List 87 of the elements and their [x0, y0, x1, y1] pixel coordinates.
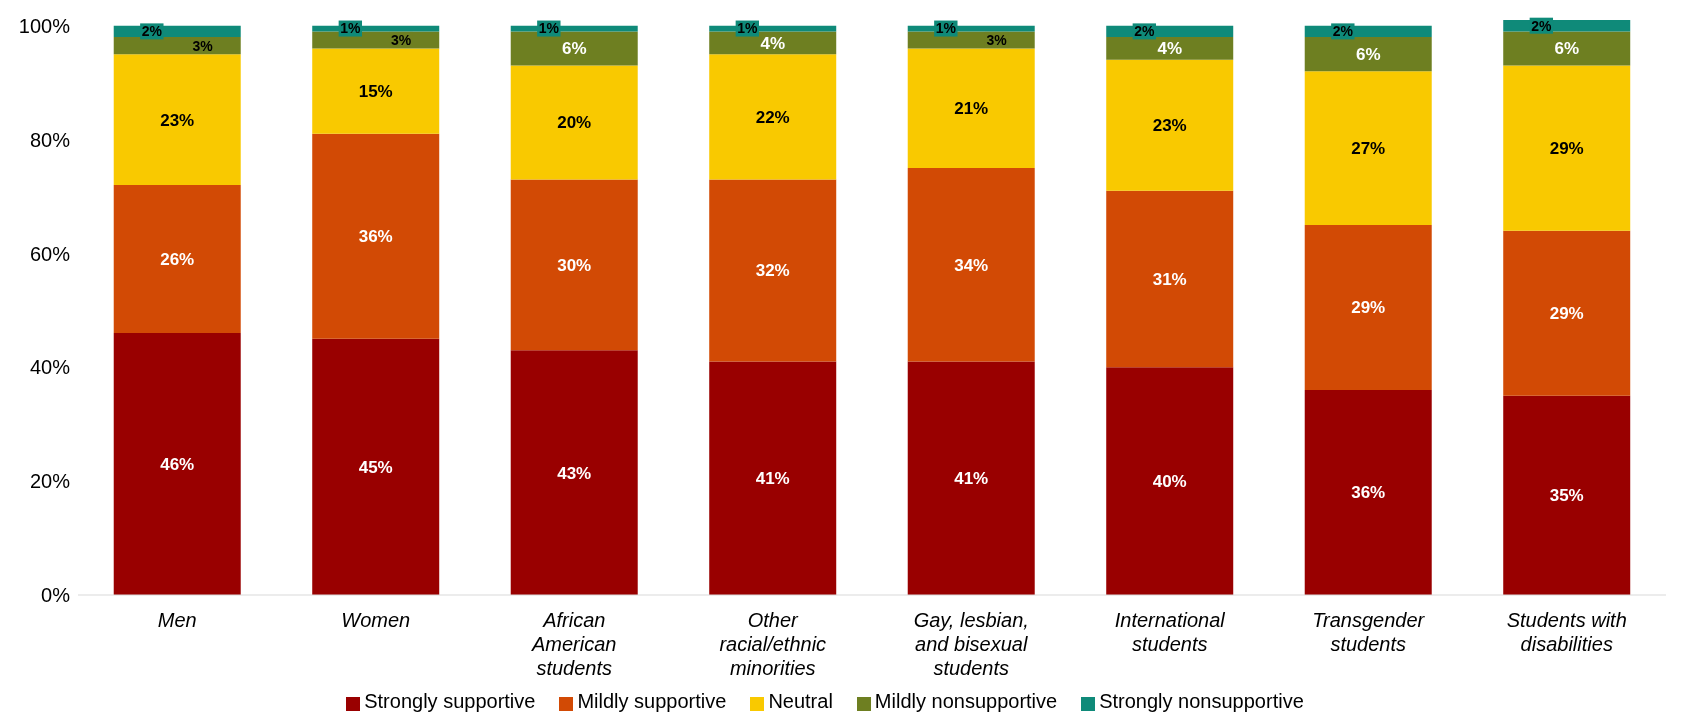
bar: [907, 168, 1035, 362]
data-label: 36%: [358, 227, 393, 247]
x-tick-label: Gay, lesbian, and bisexual students: [913, 609, 1029, 679]
data-label: 1%: [935, 20, 957, 37]
bar: [1106, 59, 1234, 191]
data-label: 45%: [358, 457, 393, 477]
data-label: 29%: [1549, 304, 1584, 324]
data-label: 34%: [954, 255, 989, 275]
data-label: 2%: [1134, 23, 1155, 40]
bar: [709, 179, 837, 362]
y-tick-label: 40%: [29, 356, 71, 379]
data-label: 27%: [1351, 139, 1386, 159]
x-tick-label: Students with disabilities: [1506, 609, 1627, 655]
data-label: 1%: [538, 20, 560, 37]
bar: [510, 65, 638, 180]
bar: [1304, 37, 1432, 72]
bar: [510, 350, 638, 595]
data-label: 46%: [160, 455, 195, 475]
data-label: 22%: [755, 107, 790, 127]
data-label: 6%: [1355, 45, 1381, 65]
data-label: 21%: [954, 99, 989, 119]
y-tick-label: 80%: [29, 128, 71, 151]
x-tick-label: Women: [341, 609, 411, 631]
data-label: 23%: [160, 110, 195, 130]
y-tick-label: 100%: [18, 14, 71, 37]
x-tick-label: Men: [157, 609, 197, 631]
legend-label: Neutral: [768, 690, 833, 712]
y-tick-label: 0%: [41, 584, 71, 607]
y-tick-label: 60%: [29, 242, 71, 265]
data-label: 2%: [141, 23, 163, 40]
bar: [312, 133, 440, 339]
data-label: 41%: [755, 469, 790, 489]
data-label: 35%: [1549, 486, 1584, 506]
bar: [1106, 190, 1234, 368]
data-label: 2%: [1531, 17, 1552, 34]
bar: [709, 54, 837, 180]
bar: [1304, 71, 1432, 225]
data-label: 1%: [340, 20, 361, 37]
bar: [709, 361, 837, 595]
data-label: 40%: [1152, 472, 1187, 492]
data-label: 23%: [1152, 116, 1187, 136]
bar: [907, 361, 1035, 595]
bar: [1503, 395, 1631, 595]
legend-label: Strongly nonsupportive: [1099, 690, 1304, 712]
data-label: 4%: [760, 33, 786, 53]
data-label: 30%: [557, 255, 592, 275]
bar: [1503, 31, 1631, 66]
data-label: 6%: [561, 39, 587, 59]
bar: [1304, 224, 1432, 391]
data-label: 43%: [557, 463, 592, 483]
x-tick-label: African American students: [531, 609, 617, 679]
bar: [1503, 65, 1631, 231]
data-label: 6%: [1554, 39, 1580, 59]
x-tick-label: Transgender students: [1312, 609, 1426, 655]
bar: [312, 48, 440, 134]
data-label: 15%: [358, 82, 393, 102]
bar: [1304, 390, 1432, 595]
bar: [113, 333, 241, 595]
data-label: 31%: [1152, 269, 1187, 289]
data-label: 3%: [986, 31, 1008, 48]
data-label: 32%: [755, 261, 790, 281]
bar: [510, 179, 638, 351]
bar: [1106, 367, 1234, 595]
bar: [113, 185, 241, 334]
data-label: 20%: [557, 113, 592, 133]
bar: [1106, 37, 1234, 60]
x-tick-label: Other racial/ethnic minorities: [719, 609, 827, 679]
legend-label: Mildly nonsupportive: [874, 690, 1058, 712]
data-label: 4%: [1157, 39, 1183, 59]
data-label: 3%: [192, 37, 214, 54]
legend-label: Mildly supportive: [577, 690, 727, 712]
bar: [113, 54, 241, 186]
data-label: 26%: [160, 250, 195, 270]
data-label: 2%: [1332, 23, 1354, 40]
x-tick-label: International students: [1114, 609, 1226, 655]
data-label: 41%: [954, 469, 989, 489]
data-label: 29%: [1549, 139, 1584, 159]
bar: [510, 31, 638, 66]
data-label: 1%: [737, 20, 758, 37]
y-tick-label: 20%: [29, 470, 71, 493]
data-label: 36%: [1351, 483, 1386, 503]
data-label: 3%: [391, 31, 412, 48]
bar: [907, 48, 1035, 169]
data-label: 29%: [1351, 298, 1386, 318]
bar: [1503, 230, 1631, 396]
bar: [312, 338, 440, 595]
legend-label: Strongly supportive: [364, 690, 536, 712]
